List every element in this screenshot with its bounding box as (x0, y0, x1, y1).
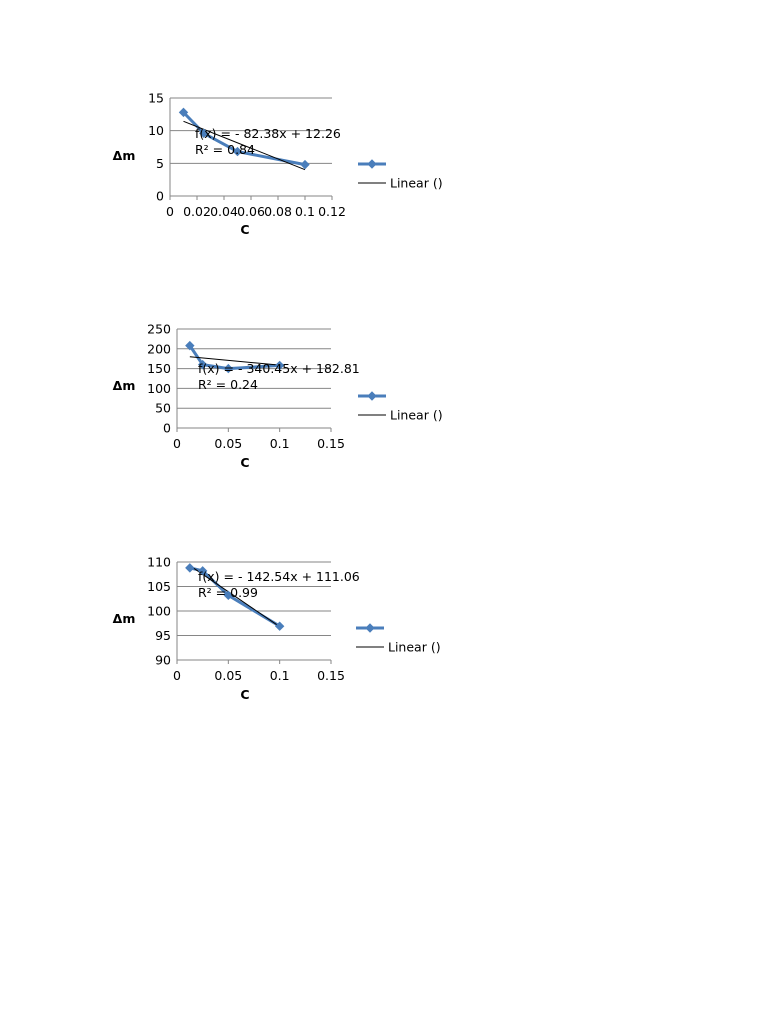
data-point-marker (232, 146, 243, 157)
y-tick-label: 100 (147, 604, 171, 619)
y-tick-label: 0 (156, 189, 164, 204)
x-tick-label: 0.05 (214, 436, 242, 451)
trendline-equation: f(x) = - 82.38x + 12.26 (195, 126, 341, 141)
y-tick-label: 15 (148, 91, 164, 106)
x-axis-label: C (240, 455, 249, 470)
legend-series-marker (367, 159, 377, 169)
data-point-marker (199, 128, 209, 138)
x-tick-label: 0 (173, 668, 181, 683)
data-point-marker (178, 107, 189, 118)
x-axis-label: C (240, 222, 249, 237)
chart-1: 0 5 10 15 0 0.02 0.04 0.06 0.08 0.1 0.12 f(x) = - 8… (0, 82, 768, 314)
y-axis-label: Δm (113, 378, 136, 393)
legend-series-marker (365, 623, 375, 633)
trendline-equation: f(x) = - 142.54x + 111.06 (198, 569, 360, 584)
data-point-marker (197, 566, 208, 576)
legend-trendline-label: Linear () (388, 640, 441, 655)
chart-2: 0 50 100 150 200 250 0 0.05 0.1 0.15 f(x) = - 340.… (0, 314, 768, 546)
data-point-marker (274, 621, 285, 631)
y-tick-label: 110 (147, 555, 171, 570)
y-tick-label: 95 (155, 628, 171, 643)
y-axis-label: Δm (113, 148, 136, 163)
y-tick-label: 50 (155, 401, 171, 416)
x-tick-label: 0.1 (270, 436, 290, 451)
x-tick-label: 0.04 (210, 204, 238, 219)
x-tick-label: 0.08 (264, 204, 292, 219)
x-tick-label: 0.12 (318, 204, 346, 219)
x-tick-label: 0 (166, 204, 174, 219)
y-tick-label: 0 (163, 421, 171, 436)
y-tick-label: 90 (155, 653, 171, 668)
data-point-marker (274, 360, 285, 371)
y-tick-label: 150 (147, 361, 171, 376)
trendline (189, 565, 280, 628)
y-tick-label: 105 (147, 579, 171, 594)
chart-3: 90 95 100 105 110 0 0.05 0.1 0.15 f(x) = - 142.54… (0, 546, 768, 778)
chart-1-svg: 0 5 10 15 0 0.02 0.04 0.06 0.08 0.1 0.12 f(x) = - 8… (113, 91, 443, 238)
series-line (188, 344, 280, 371)
data-point-marker (300, 159, 310, 170)
y-tick-label: 5 (156, 156, 164, 171)
r-squared: R² = 0.84 (195, 142, 255, 157)
y-tick-label: 10 (148, 123, 164, 138)
x-tick-label: 0 (173, 436, 181, 451)
chart-3-svg: 90 95 100 105 110 0 0.05 0.1 0.15 f(x) = - 142.54… (113, 555, 441, 703)
chart-2-svg: 0 50 100 150 200 250 0 0.05 0.1 0.15 f(x) = - 340.… (113, 322, 443, 471)
data-point-marker (223, 363, 234, 374)
r-squared: R² = 0.24 (198, 377, 258, 392)
data-point-marker (197, 359, 208, 370)
x-tick-label: 0.02 (183, 204, 211, 219)
y-tick-label: 100 (147, 381, 171, 396)
x-tick-label: 0.06 (237, 204, 265, 219)
r-squared: R² = 0.99 (198, 585, 258, 600)
x-tick-label: 0.15 (317, 436, 345, 451)
legend-series-marker (367, 391, 377, 401)
series-line (182, 111, 306, 167)
x-tick-label: 0.15 (317, 668, 345, 683)
legend-trendline-label: Linear () (390, 176, 443, 191)
x-tick-label: 0.1 (270, 668, 290, 683)
data-point-marker (185, 563, 195, 573)
trendline (189, 356, 280, 366)
y-tick-label: 250 (147, 322, 171, 337)
data-point-marker (223, 590, 234, 601)
y-tick-label: 200 (147, 341, 171, 356)
x-tick-label: 0.05 (214, 668, 242, 683)
trendline-equation: f(x) = - 340.45x + 182.81 (198, 361, 360, 376)
y-axis-label: Δm (113, 611, 136, 626)
x-axis-label: C (240, 687, 249, 702)
data-point-marker (185, 340, 195, 351)
x-tick-label: 0.1 (295, 204, 315, 219)
legend-trendline-label: Linear () (390, 408, 443, 423)
